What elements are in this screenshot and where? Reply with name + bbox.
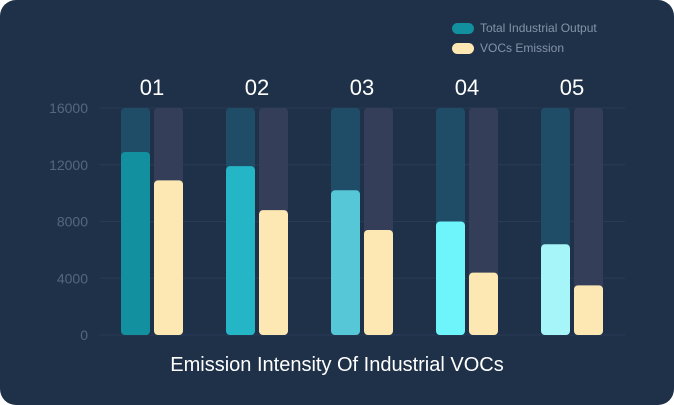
legend-label-output: Total Industrial Output xyxy=(480,21,597,35)
y-tick-label-0: 0 xyxy=(80,327,88,343)
y-tick-label-2: 8000 xyxy=(57,214,88,230)
category-label-04: 04 xyxy=(455,75,479,100)
legend: Total Industrial Output VOCs Emission xyxy=(452,18,597,58)
legend-swatch-output xyxy=(452,22,474,34)
bar-output-04[interactable] xyxy=(436,221,465,336)
bar-emission-05[interactable] xyxy=(574,285,603,335)
category-label-02: 02 xyxy=(245,75,269,100)
y-tick-label-4: 16000 xyxy=(49,100,88,116)
category-labels: 01 02 03 04 05 xyxy=(140,75,584,100)
category-label-01: 01 xyxy=(140,75,164,100)
bar-output-03[interactable] xyxy=(331,190,360,335)
bar-emission-04[interactable] xyxy=(469,272,498,335)
bar-emission-03[interactable] xyxy=(364,230,393,335)
y-axis-ticks: 0 4000 8000 12000 16000 xyxy=(49,100,88,343)
bar-track-2-05 xyxy=(574,108,603,335)
bar-emission-02[interactable] xyxy=(259,210,288,335)
legend-label-emission: VOCs Emission xyxy=(480,41,565,55)
legend-item-emission[interactable]: VOCs Emission xyxy=(452,38,597,58)
legend-item-output[interactable]: Total Industrial Output xyxy=(452,18,597,38)
y-tick-label-1: 4000 xyxy=(57,270,88,286)
legend-swatch-emission xyxy=(452,42,474,54)
bar-output-05[interactable] xyxy=(541,244,570,335)
bar-output-01[interactable] xyxy=(121,151,150,335)
y-tick-label-3: 12000 xyxy=(49,157,88,173)
category-label-03: 03 xyxy=(350,75,374,100)
category-label-05: 05 xyxy=(560,75,584,100)
chart-title: Emission Intensity Of Industrial VOCs xyxy=(170,354,504,376)
bar-output-02[interactable] xyxy=(226,166,255,335)
grid-lines xyxy=(100,107,625,336)
bar-emission-01[interactable] xyxy=(154,180,183,335)
bars xyxy=(121,151,603,336)
